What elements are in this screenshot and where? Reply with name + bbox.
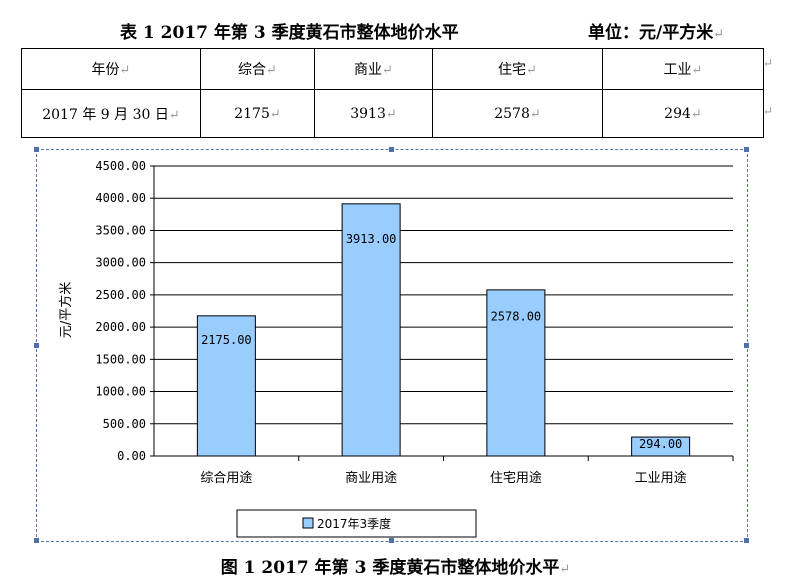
- bar-data-label: 3913.00: [346, 232, 397, 246]
- resize-handle[interactable]: [744, 538, 749, 543]
- bar-data-label: 2578.00: [491, 309, 542, 323]
- bars: [196, 203, 691, 457]
- chart-labels: 0.00 500.00 1000.00 1500.00 2000.00 2500.00 30…: [95, 159, 686, 486]
- header-cell-composite: 综合↵: [200, 48, 315, 90]
- resize-handle[interactable]: [34, 343, 39, 348]
- cell-commercial-value: 3913↵: [314, 89, 433, 138]
- resize-handle[interactable]: [744, 343, 749, 348]
- land-price-table: 年份↵ 综合↵ 商业↵ 住宅↵ 工业↵ 2017 年 9 月 30 日↵ 217…: [21, 48, 764, 138]
- row-end-mark: ↵: [763, 56, 774, 70]
- bar: [486, 289, 546, 457]
- bar: [196, 315, 256, 457]
- table-row: 2017 年 9 月 30 日↵ 2175↵ 3913↵ 2578↵ 294↵: [21, 89, 764, 138]
- header-cell-commercial: 商业↵: [314, 48, 433, 90]
- table-header-row: 年份↵ 综合↵ 商业↵ 住宅↵ 工业↵: [21, 48, 764, 90]
- legend: 2017年3季度: [236, 509, 477, 538]
- y-tick-label: 4500.00: [95, 159, 146, 173]
- resize-handle[interactable]: [34, 147, 39, 152]
- resize-handle[interactable]: [389, 538, 394, 543]
- y-tick-label: 500.00: [103, 417, 146, 431]
- resize-handle[interactable]: [389, 147, 394, 152]
- table-unit-label: 单位：元/平方米↵: [588, 23, 725, 43]
- y-tick-label: 1500.00: [95, 352, 146, 366]
- x-tick-label: 工业用途: [635, 470, 687, 486]
- resize-handle[interactable]: [744, 147, 749, 152]
- legend-series-label: 2017年3季度: [317, 516, 391, 531]
- cell-composite-value: 2175↵: [200, 89, 315, 138]
- y-tick-label: 0.00: [117, 449, 146, 463]
- row-end-mark: ↵: [763, 104, 774, 118]
- legend-box: [236, 509, 477, 538]
- bar-data-label: 2175.00: [201, 333, 252, 347]
- gridlines: [154, 165, 733, 425]
- bar: [341, 203, 401, 457]
- table-caption: 表 1 2017 年第 3 季度黄石市整体地价水平 单位：元/平方米↵: [0, 10, 791, 43]
- y-tick-label: 3500.00: [95, 223, 146, 237]
- cell-date: 2017 年 9 月 30 日↵: [21, 89, 201, 138]
- cell-industrial-value: 294↵: [602, 89, 764, 138]
- y-tick-label: 2000.00: [95, 320, 146, 334]
- y-tick-label: 1000.00: [95, 385, 146, 399]
- axes: [150, 165, 734, 461]
- cell-residential-value: 2578↵: [432, 89, 603, 138]
- chart-frame[interactable]: [34, 147, 749, 543]
- header-cell-residential: 住宅↵: [432, 48, 603, 90]
- x-tick-label: 综合用途: [200, 470, 252, 486]
- header-cell-industrial: 工业↵: [602, 48, 764, 90]
- y-axis-title: 元/平方米: [58, 282, 74, 338]
- x-tick-label: 商业用途: [345, 470, 397, 486]
- legend-swatch: [302, 517, 314, 529]
- x-tick-label: 住宅用途: [490, 470, 542, 486]
- y-tick-label: 4000.00: [95, 191, 146, 205]
- table-title: 表 1 2017 年第 3 季度黄石市整体地价水平: [120, 23, 459, 43]
- y-tick-label: 3000.00: [95, 256, 146, 270]
- resize-handle[interactable]: [34, 538, 39, 543]
- y-tick-label: 2500.00: [95, 288, 146, 302]
- figure-caption: 图 1 2017 年第 3 季度黄石市整体地价水平↵: [220, 558, 571, 578]
- bar-data-label: 294.00: [639, 437, 682, 451]
